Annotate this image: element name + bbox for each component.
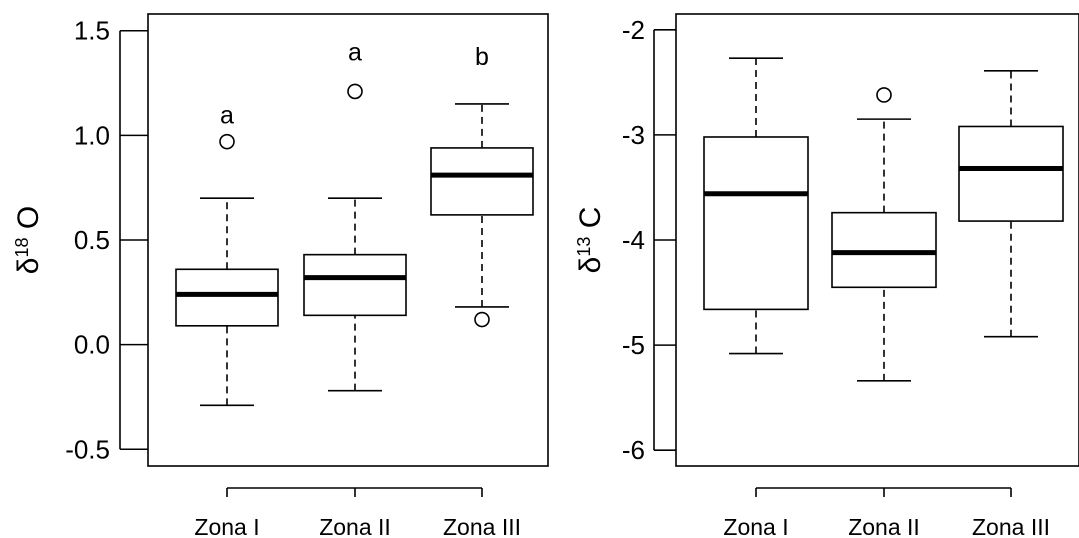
outlier-point xyxy=(219,133,235,150)
iqr-box xyxy=(175,268,279,327)
significance-letter: a xyxy=(220,101,234,129)
x-tick-label: Zona I xyxy=(194,514,259,538)
box-zona-iii xyxy=(430,103,534,328)
x-tick-label: Zona III xyxy=(443,514,521,538)
box-zona-i xyxy=(703,57,809,355)
x-tick-label: Zona II xyxy=(848,514,920,538)
box-zona-i xyxy=(175,133,279,407)
box-zona-ii xyxy=(303,83,407,392)
y-tick-label: -4 xyxy=(622,225,645,255)
iqr-box xyxy=(303,253,407,317)
iqr-box xyxy=(831,211,937,289)
y-axis-label: δ18 O xyxy=(12,206,45,274)
y-tick-label: 0.5 xyxy=(74,225,110,255)
y-tick-label: -0.5 xyxy=(65,434,110,464)
plot-frame xyxy=(147,13,549,467)
x-tick-label: Zona III xyxy=(972,514,1050,538)
panel-d18o: -0.5 0.0 0.5 1.0 1.5 Zona I Zona II Zona III δ18… xyxy=(12,13,549,538)
iqr-box xyxy=(703,136,809,311)
significance-letter: a xyxy=(348,39,362,67)
x-tick-label: Zona I xyxy=(723,514,788,538)
iqr-box xyxy=(430,147,534,216)
x-tick-label: Zona II xyxy=(319,514,391,538)
box-zona-iii xyxy=(958,69,1064,338)
y-tick-label: 0.0 xyxy=(74,330,110,360)
y-tick-label: 1.0 xyxy=(74,120,110,150)
iqr-box xyxy=(958,125,1064,222)
y-tick-label: -3 xyxy=(622,120,645,150)
outlier-point xyxy=(474,311,490,328)
box-zona-ii xyxy=(831,87,937,382)
outlier-point xyxy=(876,87,892,103)
y-tick-label: -6 xyxy=(622,435,645,465)
significance-letter: b xyxy=(475,43,489,71)
y-tick-label: -2 xyxy=(622,15,645,45)
y-axis-label: δ13 C xyxy=(574,207,607,274)
panel-d13c: -6 -5 -4 -3 -2 Zona I Zona II Zona III δ13 C xyxy=(574,13,1079,538)
y-tick-label: 1.5 xyxy=(74,16,110,46)
y-tick-label: -5 xyxy=(622,330,645,360)
outlier-point xyxy=(347,83,363,100)
